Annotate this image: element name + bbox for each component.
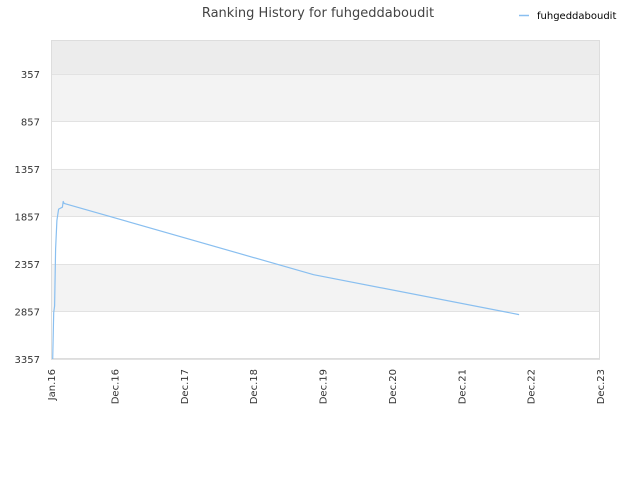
- background-band: [51, 40, 600, 74]
- x-tick-label: Jan.16: [47, 369, 58, 401]
- y-tick-label: 857: [21, 117, 40, 128]
- legend[interactable]: fuhgeddaboudit: [519, 11, 616, 22]
- background-bands: [51, 40, 600, 359]
- x-tick-label: Dec.19: [319, 369, 330, 404]
- y-tick-label: 3357: [15, 355, 40, 366]
- x-tick-label: Dec.16: [111, 369, 122, 404]
- background-band: [51, 121, 600, 169]
- background-band: [51, 311, 600, 359]
- series-layer: [52, 200, 520, 360]
- x-axis-tick-labels: Jan.16 Dec.16 Dec.17 Dec.18 Dec.19 Dec.20 Dec.…: [47, 369, 607, 404]
- x-tick-label: Dec.21: [457, 369, 468, 404]
- x-tick-label: Dec.18: [249, 369, 260, 404]
- y-tick-label: 357: [21, 70, 40, 81]
- y-axis-tick-labels: 357 857 1357 1857 2357 2857 3357: [15, 70, 40, 366]
- y-tick-label: 1357: [15, 165, 40, 176]
- x-tick-label: Dec.22: [527, 369, 538, 404]
- background-band: [51, 263, 600, 312]
- chart-title: Ranking History for fuhgeddaboudit: [202, 6, 434, 21]
- y-tick-label: 1857: [15, 212, 40, 223]
- legend-label: fuhgeddaboudit: [537, 11, 616, 22]
- y-tick-label: 2857: [15, 307, 40, 318]
- x-tick-label: Dec.23: [596, 369, 607, 404]
- plot-area-frame: [51, 40, 600, 359]
- x-tick-label: Dec.17: [180, 369, 191, 404]
- y-tick-label: 2357: [15, 260, 40, 271]
- series-line: [52, 200, 520, 360]
- background-band: [51, 216, 600, 264]
- background-band: [51, 168, 600, 217]
- x-tick-label: Dec.20: [388, 369, 399, 404]
- gridlines: [51, 74, 600, 360]
- background-band: [51, 73, 600, 122]
